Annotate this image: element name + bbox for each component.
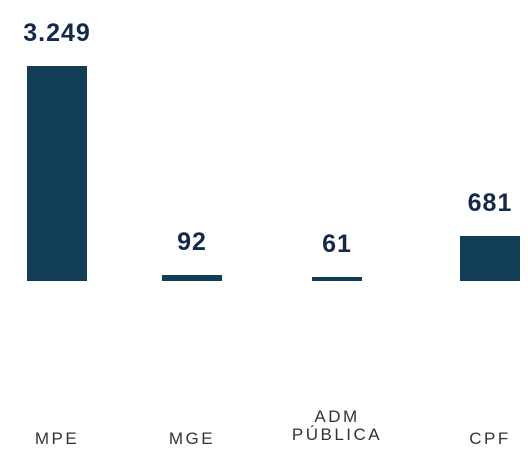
bar	[460, 235, 520, 281]
value-label: 61	[322, 229, 352, 258]
value-label: 681	[467, 188, 513, 217]
value-label: 92	[177, 227, 207, 256]
bar	[312, 276, 362, 281]
category-label: CPF	[469, 429, 511, 448]
bar	[27, 66, 87, 281]
value-label: 3.249	[23, 19, 91, 47]
category-label: MPE	[34, 429, 80, 448]
category-label: ADM PÚBLICA	[291, 407, 383, 444]
category-label: MGE	[168, 429, 216, 448]
bar	[162, 274, 222, 281]
